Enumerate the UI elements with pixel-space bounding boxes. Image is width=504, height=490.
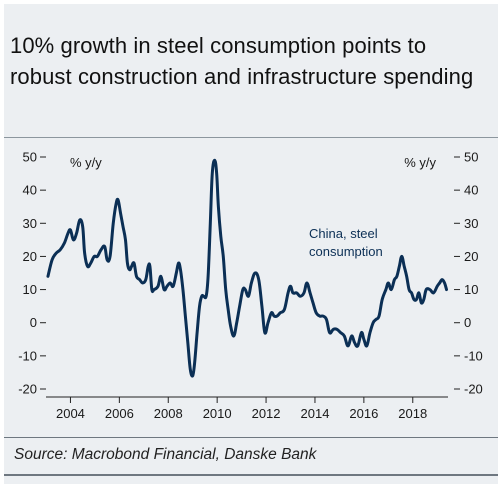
left-y-tick-label: 50 xyxy=(23,150,37,165)
x-tick-label: 2014 xyxy=(301,406,330,421)
left-y-tick-label: 0 xyxy=(30,315,37,330)
right-y-tick-label: 40 xyxy=(464,183,478,198)
left-y-tick-label: 40 xyxy=(23,183,37,198)
source-divider xyxy=(4,437,498,438)
right-y-tick-label: 30 xyxy=(464,216,478,231)
right-y-tick-label: 20 xyxy=(464,249,478,264)
left-y-tick-label: -10 xyxy=(18,348,37,363)
bottom-rule xyxy=(4,474,498,476)
chart-title: 10% growth in steel consumption points t… xyxy=(10,33,474,89)
right-unit-label: % y/y xyxy=(404,155,436,170)
right-y-tick-label: -10 xyxy=(464,348,483,363)
x-tick-label: 2004 xyxy=(56,406,85,421)
right-y-tick-label: -20 xyxy=(464,382,483,397)
right-y-tick-label: 0 xyxy=(464,315,471,330)
x-tick-label: 2012 xyxy=(252,406,281,421)
left-y-tick-label: 30 xyxy=(23,216,37,231)
x-tick-label: 2018 xyxy=(398,406,427,421)
series-line-steel-consumption xyxy=(46,158,449,378)
right-y-tick-label: 50 xyxy=(464,150,478,165)
left-y-tick-label: 20 xyxy=(23,249,37,264)
series-annotation-line-1: China, steel xyxy=(309,226,378,241)
title-divider xyxy=(4,137,498,138)
left-y-tick-label: -20 xyxy=(18,382,37,397)
right-y-tick-label: 10 xyxy=(464,282,478,297)
x-tick-label: 2016 xyxy=(349,406,378,421)
x-tick-label: 2006 xyxy=(105,406,134,421)
source-note: Source: Macrobond Financial, Danske Bank xyxy=(14,446,317,463)
x-tick-label: 2008 xyxy=(154,406,183,421)
left-y-tick-label: 10 xyxy=(23,282,37,297)
series-annotation-line-2: consumption xyxy=(309,244,383,259)
x-tick-label: 2010 xyxy=(203,406,232,421)
chart-panel xyxy=(4,4,498,484)
left-unit-label: % y/y xyxy=(70,155,102,170)
